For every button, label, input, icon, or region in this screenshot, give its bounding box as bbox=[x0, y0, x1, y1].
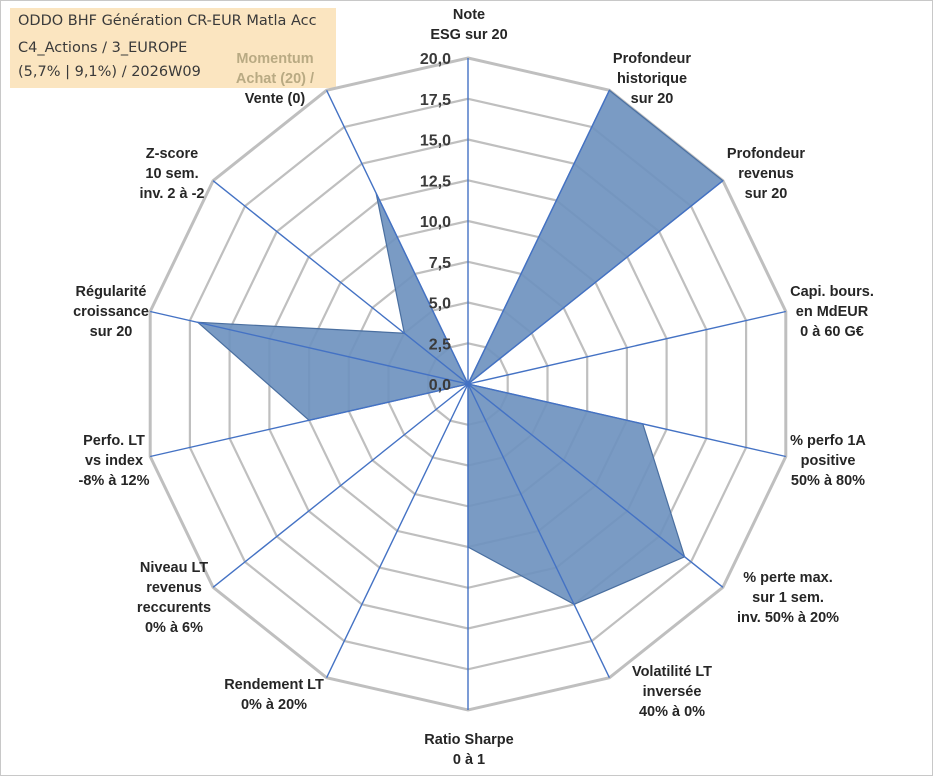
axis-label-line: 0% à 20% bbox=[241, 697, 307, 713]
radar-series bbox=[196, 89, 724, 605]
axis-label-line: Z-score bbox=[146, 146, 198, 162]
tick-label: 12,5 bbox=[420, 173, 451, 190]
axis-label-line: historique bbox=[617, 71, 687, 87]
axis-label-line: Note bbox=[453, 7, 485, 23]
axis-label-line: Achat (20) / bbox=[236, 71, 314, 87]
axis-spoke bbox=[150, 383, 469, 458]
tick-label: 17,5 bbox=[420, 92, 451, 109]
axis-label-line: revenus bbox=[146, 580, 202, 596]
tick-label: 7,5 bbox=[429, 255, 451, 272]
axis-label: Rendement LT 0% à 20% bbox=[224, 677, 324, 713]
axis-spoke bbox=[467, 180, 724, 385]
axis-label-line: vs index bbox=[85, 453, 143, 469]
axis-label-line: Momentum bbox=[236, 51, 313, 67]
axis-label-line: 50% à 80% bbox=[791, 473, 865, 489]
axis-label-line: revenus bbox=[738, 166, 794, 182]
axis-label-line: positive bbox=[801, 453, 856, 469]
axis-spoke bbox=[212, 383, 469, 588]
axis-spoke bbox=[212, 180, 469, 385]
axis-label: % perfo 1A positive 50% à 80% bbox=[790, 433, 866, 489]
axis-label-line: Ratio Sharpe bbox=[424, 732, 513, 748]
axis-label-line: ESG sur 20 bbox=[430, 27, 507, 43]
axis-label-line: -8% à 12% bbox=[79, 473, 150, 489]
axis-label: Z-score 10 sem. inv. 2 à -2 bbox=[139, 146, 204, 202]
axis-label-line: 40% à 0% bbox=[639, 704, 705, 720]
axis-spoke bbox=[325, 89, 469, 385]
axis-label-line: sur 20 bbox=[745, 186, 788, 202]
axis-label-line: Profondeur bbox=[613, 51, 691, 67]
axis-label: Note ESG sur 20 bbox=[430, 7, 507, 43]
axis-label-line: croissance bbox=[73, 304, 149, 320]
axis-label-line: Régularité bbox=[76, 284, 147, 300]
tick-label: 15,0 bbox=[420, 133, 451, 150]
tick-label: 2,5 bbox=[429, 336, 451, 353]
axis-label-line: Vente (0) bbox=[245, 91, 306, 107]
axis-label-line: 0% à 6% bbox=[145, 620, 203, 636]
axis-label-line: sur 1 sem. bbox=[752, 590, 824, 606]
axis-spoke bbox=[467, 89, 611, 385]
radar-axis-labels: Note ESG sur 20 Profondeur historique sur 20… bbox=[73, 7, 874, 768]
axis-spoke bbox=[150, 310, 469, 385]
axis-label-line: en MdEUR bbox=[796, 304, 869, 320]
axis-label-line: Capi. bours. bbox=[790, 284, 874, 300]
fund-name: ODDO BHF Génération CR-EUR Matla Acc bbox=[18, 13, 317, 29]
axis-label-line: % perte max. bbox=[743, 570, 832, 586]
axis-label: Perfo. LT vs index -8% à 12% bbox=[79, 433, 150, 489]
radar-tick-labels: 0,0 2,5 5,0 7,5 10,0 12,5 15,0 17,5 20,0 bbox=[420, 51, 451, 394]
axis-label-line: Profondeur bbox=[727, 146, 805, 162]
tick-label: 20,0 bbox=[420, 51, 451, 68]
axis-spoke bbox=[467, 383, 786, 458]
axis-label-line: Rendement LT bbox=[224, 677, 324, 693]
axis-label: Ratio Sharpe 0 à 1 bbox=[424, 732, 513, 768]
axis-spoke bbox=[325, 383, 469, 679]
radar-spokes bbox=[150, 58, 786, 710]
axis-label-line: 0 à 1 bbox=[453, 752, 485, 768]
axis-label-line: sur 20 bbox=[631, 91, 674, 107]
tick-label: 5,0 bbox=[429, 296, 451, 313]
axis-label: Capi. bours. en MdEUR 0 à 60 G€ bbox=[790, 284, 874, 340]
axis-label-line: % perfo 1A bbox=[790, 433, 866, 449]
axis-label: Profondeur revenus sur 20 bbox=[727, 146, 805, 202]
axis-label-line: reccurents bbox=[137, 600, 211, 616]
axis-label-line: sur 20 bbox=[90, 324, 133, 340]
axis-spoke bbox=[467, 383, 611, 679]
fund-category: C4_Actions / 3_EUROPE bbox=[18, 40, 188, 56]
tick-label: 10,0 bbox=[420, 214, 451, 231]
axis-label: Momentum Achat (20) / Vente (0) bbox=[236, 51, 314, 107]
axis-label-line: 0 à 60 G€ bbox=[800, 324, 864, 340]
axis-label: % perte max. sur 1 sem. inv. 50% à 20% bbox=[737, 570, 839, 626]
axis-spoke bbox=[467, 310, 786, 385]
axis-label-line: Perfo. LT bbox=[83, 433, 145, 449]
fund-stats-period: (5,7% | 9,1%) / 2026W09 bbox=[18, 64, 201, 80]
axis-label-line: inv. 2 à -2 bbox=[139, 186, 204, 202]
axis-label: Régularité croissance sur 20 bbox=[73, 284, 149, 340]
axis-label-line: Volatilité LT bbox=[632, 664, 712, 680]
fund-title-box: ODDO BHF Génération CR-EUR Matla Acc C4_… bbox=[10, 8, 336, 88]
series-area bbox=[196, 89, 724, 605]
axis-label: Niveau LT revenus reccurents 0% à 6% bbox=[137, 560, 211, 636]
axis-label: Profondeur historique sur 20 bbox=[613, 51, 691, 107]
axis-label-line: Niveau LT bbox=[140, 560, 208, 576]
axis-label-line: inv. 50% à 20% bbox=[737, 610, 839, 626]
axis-label-line: 10 sem. bbox=[145, 166, 198, 182]
axis-label-line: inversée bbox=[643, 684, 702, 700]
axis-label: Volatilité LT inversée 40% à 0% bbox=[632, 664, 712, 720]
axis-spoke bbox=[467, 383, 724, 588]
tick-label: 0,0 bbox=[429, 377, 451, 394]
